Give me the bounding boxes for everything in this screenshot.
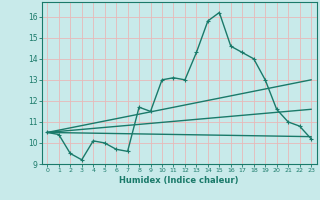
X-axis label: Humidex (Indice chaleur): Humidex (Indice chaleur) bbox=[119, 176, 239, 185]
